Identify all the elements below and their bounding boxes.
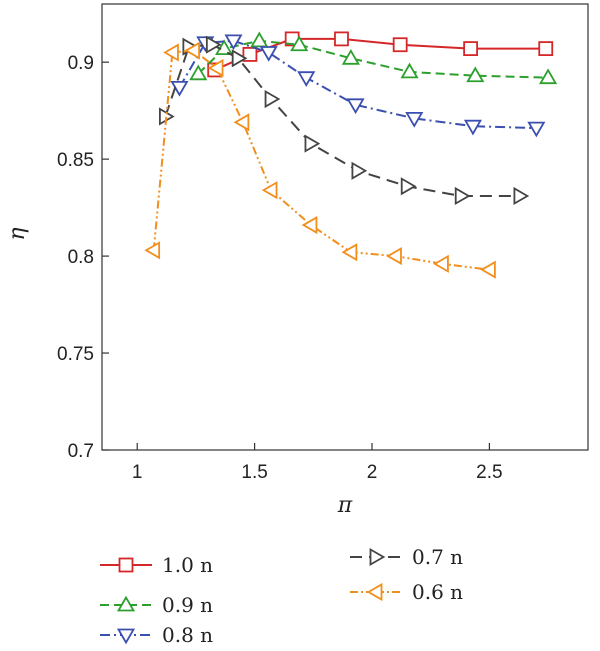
data-point bbox=[539, 68, 558, 85]
legend-swatch-marker bbox=[116, 628, 136, 645]
data-point bbox=[184, 41, 200, 60]
x-tick-label: 1 bbox=[132, 462, 143, 483]
data-point bbox=[463, 41, 479, 56]
legend-label: 1.0 n bbox=[162, 553, 213, 577]
data-point bbox=[215, 39, 234, 55]
legend-item: 1.0 n bbox=[100, 553, 213, 577]
plot-frame bbox=[101, 3, 589, 451]
legend-item: 0.6 n bbox=[350, 580, 463, 604]
legend-item: 0.8 n bbox=[100, 623, 213, 647]
data-point bbox=[341, 243, 358, 262]
y-tick-label: 0.9 bbox=[68, 53, 94, 74]
data-point bbox=[463, 119, 483, 136]
x-axis-title: π bbox=[337, 493, 353, 518]
data-point bbox=[264, 89, 281, 109]
series-line bbox=[164, 43, 520, 197]
legend-label: 0.8 n bbox=[162, 623, 213, 647]
y-tick-label: 0.7 bbox=[68, 441, 94, 462]
series-layer bbox=[144, 31, 558, 279]
data-point bbox=[224, 34, 243, 51]
legend: 1.0 n 0.9 n 0.8 n 0.7 n 0.6 n bbox=[100, 545, 463, 647]
legend-swatch-marker bbox=[366, 582, 383, 602]
legend-label: 0.6 n bbox=[412, 580, 463, 604]
data-point bbox=[538, 41, 554, 56]
data-point bbox=[513, 186, 530, 206]
data-point bbox=[242, 47, 258, 62]
series-0-9-n bbox=[189, 31, 558, 85]
series-0-6-n bbox=[144, 41, 496, 279]
data-point bbox=[351, 161, 368, 180]
y-tick-label: 0.75 bbox=[57, 344, 94, 365]
legend-label: 0.9 n bbox=[162, 593, 213, 617]
data-point bbox=[189, 64, 208, 81]
data-point bbox=[341, 48, 360, 65]
data-point bbox=[433, 254, 449, 273]
x-tick-label: 2.5 bbox=[476, 462, 502, 483]
data-point bbox=[259, 46, 278, 62]
data-point bbox=[290, 35, 309, 52]
y-axis-title: η bbox=[5, 227, 30, 240]
y-tick-label: 0.8 bbox=[68, 247, 94, 268]
data-point bbox=[304, 134, 321, 153]
legend-item: 0.9 n bbox=[100, 593, 213, 617]
data-point bbox=[466, 66, 485, 83]
data-point bbox=[454, 186, 471, 206]
data-point bbox=[400, 62, 419, 79]
legend-swatch-marker bbox=[116, 595, 136, 612]
data-point bbox=[231, 49, 248, 68]
data-point bbox=[301, 216, 318, 235]
legend-swatch-marker bbox=[369, 547, 386, 567]
data-point bbox=[144, 241, 161, 260]
data-point bbox=[480, 260, 496, 279]
data-point bbox=[297, 71, 316, 87]
data-point bbox=[205, 35, 222, 54]
data-point bbox=[386, 247, 402, 266]
series-line bbox=[197, 39, 549, 79]
legend-swatch-marker bbox=[118, 557, 134, 573]
series-line bbox=[152, 49, 490, 271]
legend-item: 0.7 n bbox=[350, 545, 463, 569]
data-point bbox=[261, 181, 278, 200]
data-point bbox=[392, 37, 408, 53]
data-point bbox=[250, 31, 269, 48]
data-point bbox=[233, 113, 250, 132]
legend-label: 0.7 n bbox=[412, 545, 463, 569]
data-point bbox=[405, 112, 424, 128]
data-point bbox=[527, 121, 546, 138]
x-tick-label: 2 bbox=[367, 462, 378, 483]
data-point bbox=[207, 58, 224, 78]
axes: 0.7 0.75 0.8 0.85 0.9 1 1.5 2 2.5 π η bbox=[5, 3, 589, 518]
data-point bbox=[400, 177, 417, 196]
data-point bbox=[346, 98, 365, 115]
data-point bbox=[334, 31, 349, 47]
x-tick-label: 1.5 bbox=[241, 462, 267, 483]
y-tick-label: 0.85 bbox=[57, 150, 94, 171]
data-point bbox=[163, 43, 179, 62]
